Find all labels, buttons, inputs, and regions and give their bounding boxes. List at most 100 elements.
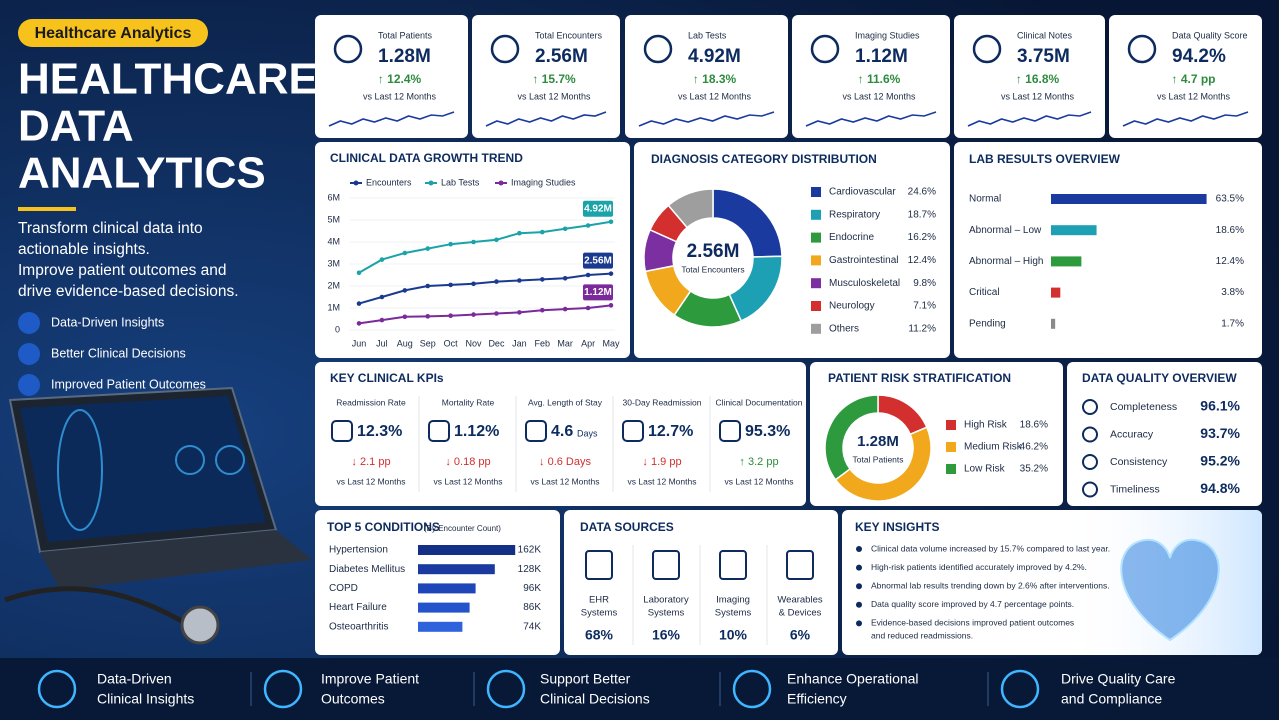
kpi-value: 95.3%	[745, 423, 790, 440]
footer-text: Outcomes	[321, 691, 385, 707]
end-label-box	[583, 252, 613, 269]
series-point	[356, 301, 362, 306]
kpi-change: ↑ 16.8%	[1016, 72, 1060, 86]
legend-label: Others	[829, 323, 859, 334]
y-tick-label: 4M	[327, 236, 340, 246]
series-line	[358, 220, 612, 274]
x-tick-label: Nov	[466, 338, 483, 348]
intro-text: Improve patient outcomes and	[18, 262, 227, 279]
kpi-value: 12.3%	[357, 423, 402, 440]
legend-dot	[498, 180, 504, 186]
x-tick-label: Feb	[535, 338, 551, 348]
legend-swatch	[946, 420, 956, 430]
bar	[418, 545, 516, 555]
footer-icon	[1000, 669, 1040, 709]
value-label: 18.7%	[908, 209, 936, 220]
series-point	[585, 223, 591, 228]
kpi-icon	[622, 420, 644, 442]
card	[1067, 362, 1262, 506]
intro-text: drive evidence-based decisions.	[18, 283, 239, 300]
x-tick-label: Jan	[512, 338, 527, 348]
footer-text: Enhance Operational	[787, 671, 919, 687]
series-point	[402, 288, 408, 293]
value-label: 3.8%	[1221, 287, 1244, 298]
source-share: 16%	[652, 627, 681, 643]
series-point	[379, 317, 385, 323]
bullet	[856, 601, 862, 608]
kpi-change: ↑ 11.6%	[858, 72, 901, 86]
series-point	[562, 276, 568, 281]
benefit-text: Improved Patient Outcomes	[51, 377, 206, 391]
footer-icon	[732, 669, 772, 709]
footer-text: Improve Patient	[321, 671, 419, 687]
series-point	[585, 305, 591, 311]
footer-text: Data-Driven	[97, 671, 172, 687]
kpi-period: vs Last 12 Months	[337, 476, 406, 486]
donut-slice	[824, 394, 879, 481]
quality-value: 96.1%	[1200, 398, 1240, 414]
series-point	[379, 257, 385, 262]
source-name: Systems	[715, 608, 752, 619]
y-tick-label: 0	[335, 324, 340, 334]
benefit-icon	[18, 312, 40, 334]
heart-illustration	[1120, 538, 1220, 642]
x-tick-label: Aug	[397, 338, 413, 348]
panel-title: DATA QUALITY OVERVIEW	[1082, 371, 1237, 385]
bar-label: Osteoarthritis	[329, 621, 388, 632]
bullet	[856, 546, 862, 552]
panel-title: LAB RESULTS OVERVIEW	[969, 152, 1121, 166]
kpi-change: ↑ 18.3%	[693, 72, 737, 86]
donut-slice	[834, 426, 932, 502]
card	[634, 142, 950, 358]
insight-text: Data quality score improved by 4.7 perce…	[871, 599, 1074, 609]
footer-text: and Compliance	[1061, 691, 1162, 707]
panel-title: CLINICAL DATA GROWTH TREND	[330, 151, 523, 165]
kpi-icon	[810, 34, 840, 64]
end-label-box	[583, 284, 613, 301]
bar	[418, 602, 470, 613]
kpi-value: 3.75M	[1017, 46, 1070, 67]
source-icon	[719, 550, 747, 580]
bar-label: Abnormal – High	[969, 256, 1043, 267]
card	[472, 15, 620, 138]
kpi-period: vs Last 12 Months	[1157, 91, 1231, 101]
footer-text: Support Better	[540, 671, 631, 687]
value-label: 86K	[523, 602, 541, 613]
series-point	[471, 312, 476, 317]
insight-text: Clinical data volume increased by 15.7% …	[871, 543, 1110, 553]
kpi-period: vs Last 12 Months	[725, 476, 794, 486]
series-point	[608, 219, 614, 225]
series-point	[562, 306, 568, 312]
sparkline	[638, 111, 775, 127]
series-point	[517, 230, 522, 236]
quality-icon	[1082, 426, 1098, 443]
kpi-icon	[1127, 34, 1157, 64]
kpi-value: 1.12%	[454, 423, 499, 440]
kpi-value: 94.2%	[1172, 46, 1226, 67]
benefit-text: Data-Driven Insights	[51, 315, 164, 329]
legend-swatch	[811, 278, 821, 289]
legend-label: Endocrine	[829, 232, 874, 243]
series-point	[379, 294, 385, 300]
kpi-icon	[333, 34, 363, 64]
footer-text: Drive Quality Care	[1061, 671, 1176, 687]
footer-icon	[486, 669, 526, 709]
hero-title: ANALYTICS	[18, 149, 266, 198]
series-point	[494, 311, 499, 316]
kpi-label: Data Quality Score	[1172, 30, 1248, 40]
title-underline	[18, 207, 76, 211]
bar-label: Normal	[969, 194, 1001, 205]
bar-label: Pending	[969, 318, 1006, 329]
value-label: 1.7%	[1221, 318, 1244, 329]
legend-swatch	[811, 255, 821, 266]
card	[315, 15, 468, 138]
kpi-period: vs Last 12 Months	[628, 476, 697, 486]
source-icon	[786, 550, 814, 580]
footer-icon	[37, 669, 77, 709]
legend-swatch	[811, 232, 821, 243]
y-tick-label: 2M	[327, 280, 340, 290]
source-name: Systems	[581, 608, 618, 619]
kpi-period: vs Last 12 Months	[678, 91, 752, 101]
kpi-icon	[428, 420, 450, 442]
legend-dot	[353, 180, 359, 186]
